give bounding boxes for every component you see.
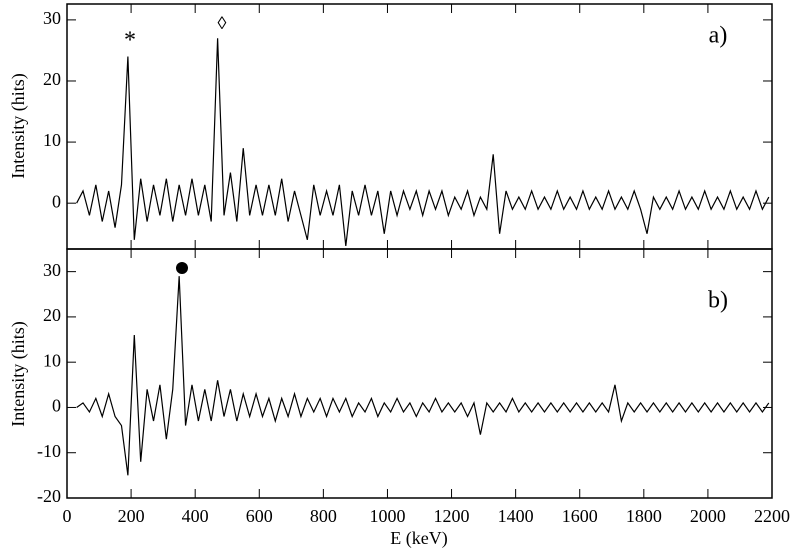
panel-label: a) xyxy=(709,23,728,49)
y-tick-label: 30 xyxy=(43,260,61,280)
x-tick-label: 600 xyxy=(246,506,273,526)
x-tick-label: 0 xyxy=(63,506,72,526)
x-tick-label: 2000 xyxy=(690,506,726,526)
annotation: ◊ xyxy=(218,13,227,33)
plot-frame xyxy=(66,248,773,499)
y-tick-label: 20 xyxy=(43,69,61,89)
y-tick-label: 30 xyxy=(43,8,61,28)
y-tick-label: -10 xyxy=(37,441,61,461)
x-tick-label: 200 xyxy=(118,506,145,526)
data-line xyxy=(76,38,770,247)
y-tick-label: 10 xyxy=(43,350,61,370)
x-tick-label: 800 xyxy=(310,506,337,526)
x-tick-label: 1400 xyxy=(498,506,534,526)
x-tick-label: 1800 xyxy=(626,506,662,526)
y-tick-label: 0 xyxy=(52,191,61,211)
data-line xyxy=(76,276,770,476)
y-tick-label: 20 xyxy=(43,305,61,325)
plot-frame xyxy=(66,3,773,250)
x-axis-label: E (keV) xyxy=(390,528,447,549)
x-tick-label: 1200 xyxy=(434,506,470,526)
x-tick-label: 2200 xyxy=(754,506,790,526)
x-tick-label: 1600 xyxy=(562,506,598,526)
y-tick-label: -20 xyxy=(37,486,61,506)
panel-label: b) xyxy=(708,288,728,314)
x-tick-label: 400 xyxy=(182,506,209,526)
annotation: * xyxy=(124,28,136,54)
y-axis-label: Intensity (hits) xyxy=(8,73,29,179)
x-tick-label: 1000 xyxy=(369,506,405,526)
y-tick-label: 10 xyxy=(43,130,61,150)
y-tick-label: 0 xyxy=(52,396,61,416)
y-axis-label: Intensity (hits) xyxy=(8,321,29,427)
peak-marker xyxy=(176,262,188,274)
